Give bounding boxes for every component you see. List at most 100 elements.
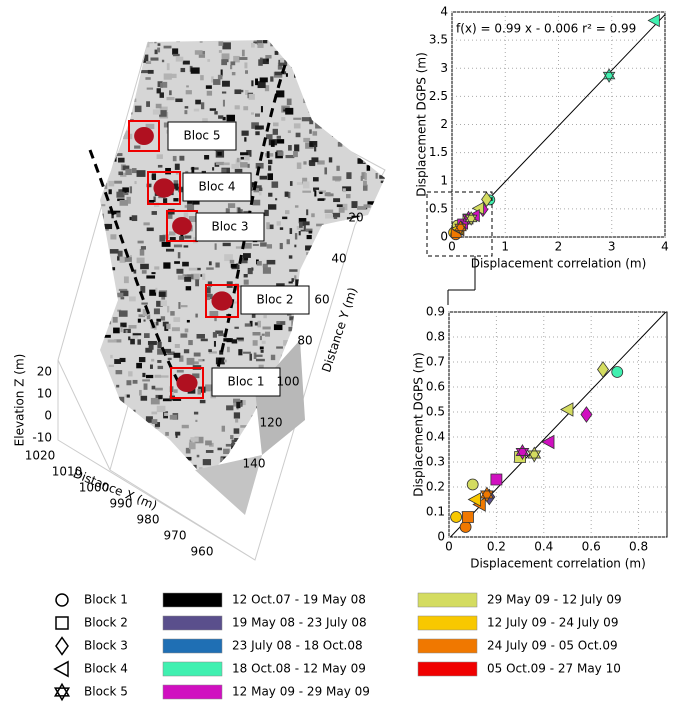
speckle xyxy=(311,213,315,218)
x-tick-label: 1010 xyxy=(52,465,83,479)
speckle xyxy=(136,418,141,423)
speckle xyxy=(103,223,113,230)
speckle xyxy=(303,161,307,165)
speckle xyxy=(372,228,377,233)
speckle xyxy=(291,278,294,282)
speckle xyxy=(336,204,345,208)
speckle xyxy=(227,346,230,353)
speckle xyxy=(120,326,123,333)
speckle xyxy=(142,372,146,378)
speckle xyxy=(114,180,122,184)
speckle xyxy=(360,401,365,408)
speckle xyxy=(243,106,249,111)
y-tick-label: 1.5 xyxy=(429,145,448,159)
speckle xyxy=(334,418,341,425)
speckle xyxy=(389,288,393,292)
speckle xyxy=(118,157,125,163)
speckle xyxy=(239,209,243,214)
rock-block xyxy=(172,217,192,235)
block-box xyxy=(205,284,239,318)
speckle xyxy=(140,395,148,401)
speckle xyxy=(172,183,179,189)
speckle xyxy=(120,94,127,101)
speckle xyxy=(104,93,107,99)
speckle xyxy=(309,264,316,270)
speckle xyxy=(252,332,261,336)
speckle xyxy=(242,400,246,406)
speckle xyxy=(364,173,367,180)
speckle xyxy=(247,163,250,168)
speckle xyxy=(160,316,166,321)
speckle xyxy=(135,71,138,74)
x-tick-label: 0.8 xyxy=(629,540,648,554)
speckle xyxy=(154,49,158,55)
speckle xyxy=(298,457,304,464)
speckle xyxy=(378,346,381,353)
y-tick-label: 0.5 xyxy=(426,405,445,419)
speckle xyxy=(374,142,383,145)
speckle xyxy=(180,333,188,338)
speckle xyxy=(296,429,300,434)
legend-label: 29 May 09 - 12 July 09 xyxy=(487,593,622,607)
speckle xyxy=(304,97,313,101)
speckle xyxy=(113,210,121,215)
speckle xyxy=(288,145,292,151)
speckle xyxy=(284,191,289,197)
speckle xyxy=(302,83,309,88)
speckle xyxy=(104,321,112,325)
speckle xyxy=(343,472,346,478)
speckle xyxy=(146,87,154,90)
speckle xyxy=(352,394,361,398)
speckle xyxy=(100,469,104,476)
speckle xyxy=(101,334,111,338)
speckle xyxy=(349,253,355,259)
speckle xyxy=(328,157,333,163)
data-point xyxy=(597,361,610,378)
speckle xyxy=(283,340,290,346)
speckle xyxy=(247,267,253,275)
speckle xyxy=(133,446,142,450)
speckle xyxy=(195,99,201,105)
speckle xyxy=(350,433,357,439)
speckle xyxy=(102,52,108,59)
speckle xyxy=(383,223,385,227)
speckle xyxy=(363,204,371,208)
speckle xyxy=(122,187,129,193)
speckle xyxy=(145,459,153,465)
speckle xyxy=(335,451,344,457)
speckle xyxy=(100,218,103,222)
x-tick-label: 0 xyxy=(448,240,456,254)
speckle xyxy=(334,128,341,133)
speckle xyxy=(313,189,316,192)
speckle xyxy=(104,84,109,88)
speckle xyxy=(313,477,323,478)
speckle xyxy=(173,198,179,202)
speckle xyxy=(343,138,348,144)
speckle xyxy=(302,177,308,184)
speckle xyxy=(351,373,359,377)
speckle xyxy=(339,456,347,463)
speckle xyxy=(337,358,341,363)
speckle xyxy=(259,335,262,341)
speckle xyxy=(173,180,179,186)
speckle xyxy=(96,154,98,157)
speckle xyxy=(276,321,286,325)
speckle xyxy=(365,381,374,385)
legend-label: 19 May 08 - 23 July 08 xyxy=(232,616,367,630)
speckle xyxy=(212,332,217,338)
speckle xyxy=(186,274,194,280)
legend-label: 23 July 08 - 18 Oct.08 xyxy=(232,639,363,653)
speckle xyxy=(308,160,316,165)
speckle xyxy=(342,112,346,120)
speckle xyxy=(146,101,151,107)
speckle xyxy=(383,342,385,348)
speckle xyxy=(315,122,322,129)
speckle xyxy=(262,40,268,44)
speckle xyxy=(172,48,179,55)
speckle xyxy=(355,83,363,87)
speckle xyxy=(296,182,306,185)
speckle xyxy=(359,464,369,472)
speckle xyxy=(100,291,105,295)
speckle xyxy=(159,92,164,98)
speckle xyxy=(152,456,156,460)
